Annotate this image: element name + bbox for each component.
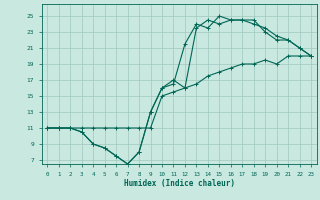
X-axis label: Humidex (Indice chaleur): Humidex (Indice chaleur) <box>124 179 235 188</box>
